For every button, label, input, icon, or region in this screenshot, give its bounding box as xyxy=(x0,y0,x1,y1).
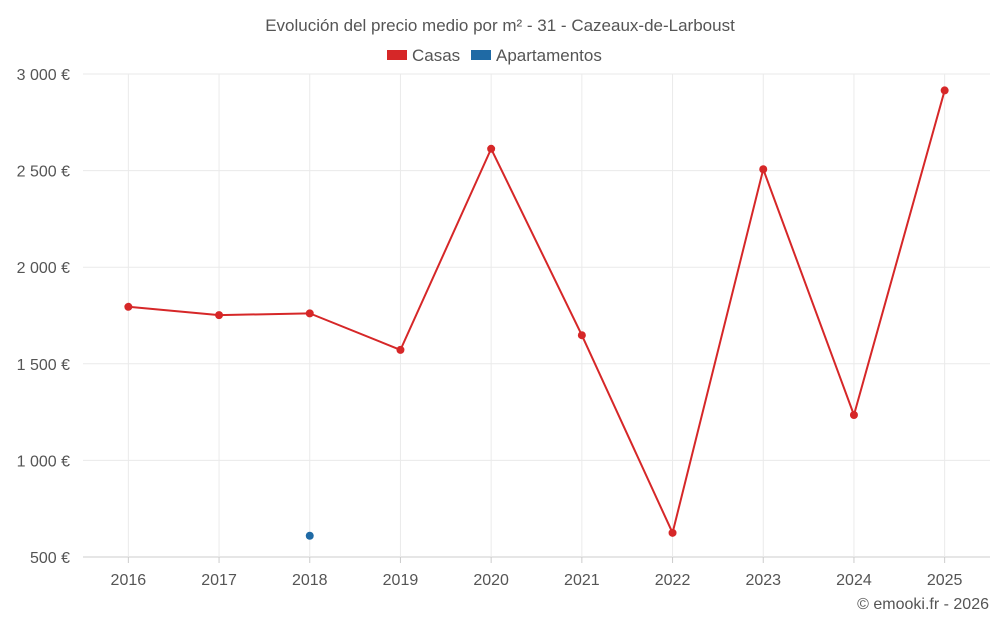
data-point-casas-2025[interactable] xyxy=(940,86,949,95)
data-point-casas-2018[interactable] xyxy=(305,309,314,318)
data-point-casas-2021[interactable] xyxy=(577,331,586,340)
y-axis: 500 € 1 000 € 1 500 € 2 000 € 2 500 € 3 000 € xyxy=(17,67,70,567)
legend-swatch-apartamentos xyxy=(471,50,491,60)
data-point-casas-2019[interactable] xyxy=(396,345,405,354)
y-tick-label: 500 € xyxy=(30,550,70,567)
x-tick-label: 2024 xyxy=(836,572,872,589)
data-point-casas-2023[interactable] xyxy=(759,165,768,174)
x-tick-label: 2017 xyxy=(201,572,237,589)
legend-label-casas[interactable]: Casas xyxy=(412,46,460,65)
y-tick-label: 2 000 € xyxy=(17,260,70,277)
series xyxy=(124,86,949,540)
y-tick-label: 1 500 € xyxy=(17,357,70,374)
x-tick-label: 2023 xyxy=(745,572,781,589)
x-tick-label: 2021 xyxy=(564,572,600,589)
legend-swatch-casas xyxy=(387,50,407,60)
data-point-casas-2022[interactable] xyxy=(668,528,677,537)
legend: Casas Apartamentos xyxy=(387,46,602,65)
data-point-casas-2016[interactable] xyxy=(124,302,133,311)
x-tick-label: 2022 xyxy=(655,572,691,589)
data-point-casas-2024[interactable] xyxy=(849,410,858,419)
legend-label-apartamentos[interactable]: Apartamentos xyxy=(496,46,602,65)
data-point-casas-2017[interactable] xyxy=(215,311,224,320)
x-tick-label: 2016 xyxy=(111,572,147,589)
chart-title: Evolución del precio medio por m² - 31 -… xyxy=(265,16,735,35)
y-tick-label: 3 000 € xyxy=(17,67,70,84)
x-tick-label: 2025 xyxy=(927,572,963,589)
x-tick-label: 2019 xyxy=(383,572,419,589)
grid xyxy=(83,73,990,558)
x-tick-label: 2018 xyxy=(292,572,328,589)
data-point-apartamentos-2018[interactable] xyxy=(305,531,314,540)
x-axis: 2016 2017 2018 2019 2020 2021 2022 2023 2024 2025 xyxy=(111,557,963,589)
data-point-casas-2020[interactable] xyxy=(487,144,496,153)
y-tick-label: 2 500 € xyxy=(17,164,70,181)
series-line-casas xyxy=(128,90,946,534)
credit-text: © emooki.fr - 2026 xyxy=(857,596,989,613)
y-tick-label: 1 000 € xyxy=(17,453,70,470)
x-tick-label: 2020 xyxy=(473,572,509,589)
